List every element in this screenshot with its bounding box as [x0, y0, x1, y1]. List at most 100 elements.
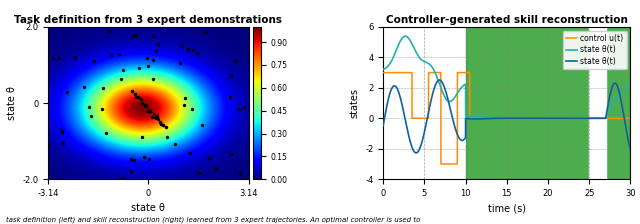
Point	[84, 105, 94, 108]
Point	[188, 107, 198, 110]
Point	[136, 97, 147, 101]
Point	[129, 158, 139, 162]
Point	[139, 155, 149, 159]
Point	[152, 115, 162, 119]
Line: state θ(t): state θ(t)	[383, 36, 630, 118]
state θ̇(t)	[438, 81, 446, 83]
Point	[180, 96, 190, 100]
Point	[134, 67, 144, 70]
Point	[186, 152, 196, 155]
Point	[118, 68, 128, 72]
Point	[144, 109, 154, 112]
Point	[89, 59, 99, 62]
control u(t)	[438, 163, 446, 165]
Point	[54, 56, 64, 60]
Point	[58, 142, 68, 145]
Point	[148, 34, 158, 38]
Legend: control u(t), state θ(t), state θ̇(t): control u(t), state θ(t), state θ̇(t)	[563, 31, 627, 69]
Point	[161, 125, 172, 129]
state θ̇(t)	[437, 79, 445, 82]
Text: task definition (left) and skill reconstruction (right) learned from 3 expert tr: task definition (left) and skill reconst…	[6, 217, 420, 223]
control u(t)	[380, 71, 387, 74]
Point	[192, 51, 202, 55]
Point	[193, 171, 204, 175]
state θ(t)	[625, 86, 632, 89]
Bar	[589, 27, 605, 179]
Y-axis label: states: states	[349, 88, 360, 118]
Point	[204, 157, 214, 160]
control u(t)	[472, 117, 480, 120]
Point	[97, 107, 107, 110]
control u(t)	[437, 163, 445, 165]
Line: state θ̇(t): state θ̇(t)	[383, 80, 630, 153]
state θ(t)	[440, 92, 447, 95]
Point	[48, 56, 58, 60]
Point	[179, 103, 189, 107]
Point	[230, 59, 240, 63]
state θ̇(t)	[472, 118, 480, 120]
control u(t)	[625, 117, 632, 120]
Point	[234, 107, 244, 111]
Point	[153, 42, 163, 46]
Point	[150, 115, 161, 118]
Point	[79, 85, 90, 88]
Point	[116, 77, 127, 81]
Point	[137, 135, 147, 139]
Point	[126, 157, 136, 161]
Point	[70, 56, 80, 59]
Point	[235, 172, 245, 176]
Point	[211, 167, 221, 170]
control u(t)	[490, 117, 498, 120]
X-axis label: time (s): time (s)	[488, 203, 526, 213]
Point	[151, 49, 161, 53]
Point	[200, 30, 210, 34]
state θ(t)	[627, 85, 634, 88]
Y-axis label: state θ̇: state θ̇	[6, 86, 17, 120]
Point	[141, 104, 152, 108]
Point	[117, 176, 127, 180]
Point	[43, 143, 53, 147]
Point	[100, 132, 111, 135]
Point	[128, 34, 138, 38]
Point	[99, 86, 109, 90]
state θ(t)	[529, 117, 537, 120]
Point	[225, 75, 236, 78]
Point	[147, 115, 157, 119]
Point	[157, 124, 168, 127]
Bar	[465, 27, 630, 179]
Point	[140, 103, 150, 106]
state θ̇(t)	[440, 83, 447, 86]
Point	[145, 110, 156, 113]
Point	[143, 65, 154, 68]
control u(t)	[436, 71, 444, 74]
Point	[188, 48, 198, 52]
state θ(t)	[436, 86, 444, 88]
Point	[182, 47, 193, 50]
Point	[114, 52, 124, 56]
Point	[162, 136, 172, 139]
Point	[225, 152, 236, 156]
state θ̇(t)	[627, 147, 634, 150]
state θ(t)	[401, 35, 409, 38]
state θ(t)	[438, 89, 446, 92]
Point	[143, 157, 154, 161]
Point	[148, 58, 159, 62]
Point	[106, 54, 116, 57]
Point	[126, 169, 136, 172]
state θ̇(t)	[625, 140, 632, 143]
Point	[177, 44, 188, 48]
Point	[141, 56, 152, 60]
Point	[156, 122, 166, 126]
state θ̇(t)	[490, 117, 498, 120]
state θ̇(t)	[380, 125, 387, 127]
Point	[131, 33, 141, 37]
Title: Controller-generated skill reconstruction: Controller-generated skill reconstructio…	[386, 15, 628, 25]
Point	[130, 92, 140, 96]
Point	[148, 77, 158, 81]
Line: control u(t): control u(t)	[383, 73, 630, 164]
Point	[137, 102, 147, 105]
state θ(t)	[380, 68, 387, 71]
state θ̇(t)	[412, 151, 420, 154]
control u(t)	[440, 163, 447, 165]
Point	[131, 95, 141, 99]
